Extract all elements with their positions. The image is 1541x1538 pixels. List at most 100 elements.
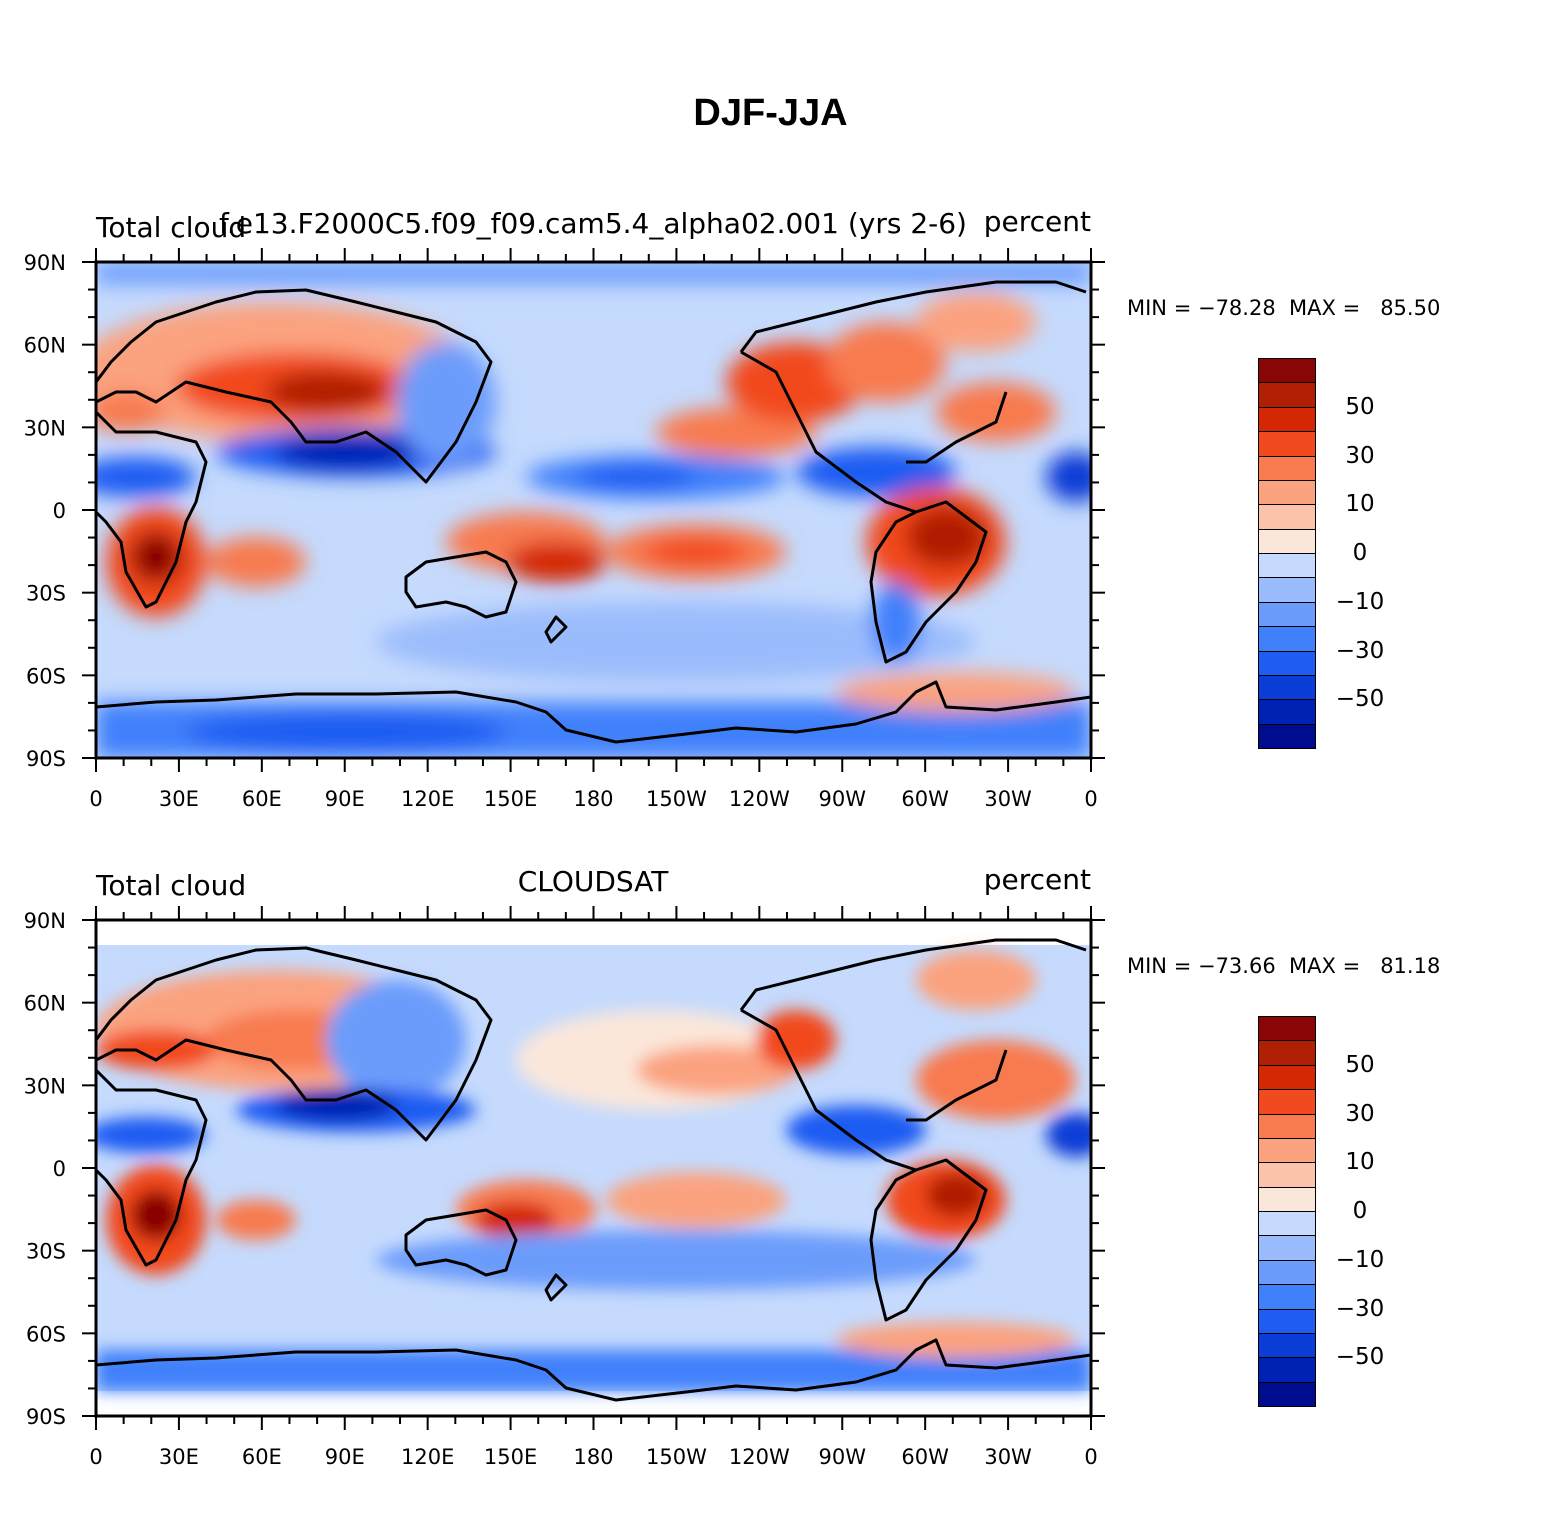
x-tick-label: 180: [573, 787, 613, 811]
colorbar: [1258, 1016, 1316, 1407]
figure-title: DJF-JJA: [693, 92, 848, 134]
panel-left-label: Total cloud: [96, 869, 247, 902]
map-panel-model: Total cloud f.e13.F2000C5.f09_f09.cam5.4…: [0, 196, 1541, 846]
x-tick-label: 120W: [729, 787, 790, 811]
x-tick-label: 30E: [159, 787, 199, 811]
colorbar-segment: [1258, 650, 1316, 676]
x-tick-label: 0: [89, 1445, 102, 1469]
colorbar-segment: [1258, 723, 1316, 749]
x-tick-label: 150E: [484, 1445, 537, 1469]
colorbar-label: −30: [1335, 1295, 1385, 1322]
colorbar-segment: [1258, 553, 1316, 579]
x-tick-label: 60E: [242, 787, 282, 811]
colorbar-segment: [1258, 528, 1316, 554]
colorbar-segment: [1258, 1235, 1316, 1261]
colorbar: [1258, 358, 1316, 749]
colorbar-segment: [1258, 1284, 1316, 1310]
colorbar-segment: [1258, 1211, 1316, 1237]
colorbar-segment: [1258, 479, 1316, 506]
x-tick-label: 120W: [729, 1445, 790, 1469]
y-tick-label: 60S: [26, 664, 66, 688]
colorbar-segment: [1258, 674, 1316, 701]
colorbar-segment: [1258, 382, 1316, 408]
colorbar-label: 0: [1352, 540, 1368, 566]
colorbar-label: −50: [1335, 686, 1385, 713]
min-max-stats: MIN = −78.28 MAX = 85.50: [1127, 296, 1441, 320]
y-tick-label: 90N: [24, 909, 66, 933]
y-tick-label: 90S: [26, 1405, 66, 1429]
panel-left-label: Total cloud: [96, 211, 247, 244]
colorbar-segment: [1258, 1016, 1316, 1042]
min-max-stats: MIN = −73.66 MAX = 81.18: [1127, 954, 1441, 978]
y-tick-label: 90N: [24, 251, 66, 275]
x-tick-label: 0: [89, 787, 102, 811]
contour-field: [96, 262, 1091, 758]
x-tick-label: 60W: [901, 1445, 949, 1469]
panel-units-label: percent: [983, 205, 1091, 238]
colorbar-segment: [1258, 1040, 1316, 1066]
colorbar-segment: [1258, 1089, 1316, 1115]
x-tick-label: 30W: [984, 1445, 1032, 1469]
colorbar-segment: [1258, 406, 1316, 433]
x-tick-label: 150E: [484, 787, 537, 811]
x-tick-label: 60W: [901, 787, 949, 811]
x-tick-label: 120E: [401, 1445, 454, 1469]
y-tick-label: 60N: [24, 334, 66, 358]
x-tick-label: 150W: [646, 1445, 707, 1469]
colorbar-segment: [1258, 1162, 1316, 1188]
map-panel-observation: Total cloud CLOUDSAT percent: [0, 854, 1541, 1504]
colorbar-segment: [1258, 1137, 1316, 1164]
y-tick-label: 60S: [26, 1322, 66, 1346]
colorbar-segment: [1258, 431, 1316, 457]
y-tick-label: 90S: [26, 747, 66, 771]
y-tick-label: 0: [53, 1157, 66, 1181]
colorbar-label: 50: [1345, 1051, 1375, 1078]
colorbar-label: −30: [1335, 637, 1385, 664]
colorbar-label: −50: [1335, 1344, 1385, 1371]
map-axes: 0 30E 60E 90E 120E 150E 180 150W 120W 90W 60W 30W 0 …: [24, 906, 1105, 1469]
colorbar-segment: [1258, 504, 1316, 530]
panel-center-label: f.e13.F2000C5.f09_f09.cam5.4_alpha02.001…: [219, 207, 967, 240]
panel-center-label: CLOUDSAT: [517, 865, 669, 898]
x-tick-label: 90W: [819, 787, 867, 811]
x-tick-label: 0: [1084, 1445, 1097, 1469]
x-tick-label: 150W: [646, 787, 707, 811]
colorbar-segment: [1258, 1381, 1316, 1407]
colorbar-segment: [1258, 1064, 1316, 1091]
coastlines: [96, 938, 1091, 1402]
colorbar-segment: [1258, 577, 1316, 603]
colorbar-label: −10: [1335, 588, 1385, 615]
x-tick-label: 120E: [401, 787, 454, 811]
x-tick-label: 30W: [984, 787, 1032, 811]
colorbar-segment: [1258, 358, 1316, 384]
contour-map: [96, 920, 1091, 1416]
colorbar-label: 0: [1352, 1198, 1368, 1224]
colorbar-label: 10: [1345, 491, 1375, 518]
contour-map: [96, 262, 1091, 758]
map-axes: 0 30E 60E 90E 120E 150E 180 150W 120W 90W 60W 30W 0 …: [24, 248, 1105, 811]
colorbar-segment: [1258, 1186, 1316, 1212]
y-tick-label: 30N: [24, 416, 66, 440]
x-tick-label: 60E: [242, 1445, 282, 1469]
colorbar-label: 30: [1345, 442, 1375, 469]
colorbar-segment: [1258, 699, 1316, 725]
colorbar-segment: [1258, 1357, 1316, 1383]
panel-units-label: percent: [983, 863, 1091, 896]
colorbar-label: 10: [1345, 1149, 1375, 1176]
x-tick-label: 90E: [325, 1445, 365, 1469]
colorbar-label: 50: [1345, 393, 1375, 420]
colorbar-segment: [1258, 1308, 1316, 1334]
x-tick-label: 90E: [325, 787, 365, 811]
colorbar-label: −10: [1335, 1246, 1385, 1273]
colorbar-segment: [1258, 601, 1316, 628]
y-tick-label: 30N: [24, 1074, 66, 1098]
coastlines: [96, 280, 1091, 744]
colorbar-segment: [1258, 1113, 1316, 1139]
x-tick-label: 30E: [159, 1445, 199, 1469]
x-tick-label: 90W: [819, 1445, 867, 1469]
colorbar-segment: [1258, 1259, 1316, 1286]
y-tick-label: 60N: [24, 992, 66, 1016]
x-tick-label: 180: [573, 1445, 613, 1469]
x-tick-label: 0: [1084, 787, 1097, 811]
y-tick-label: 30S: [26, 582, 66, 606]
